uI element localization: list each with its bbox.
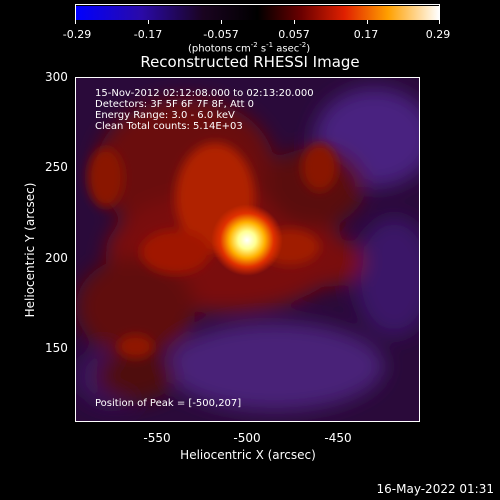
datestamp: 16-May-2022 01:31 xyxy=(376,482,494,496)
colorbar-tick-label: 0.29 xyxy=(425,28,451,41)
colorbar xyxy=(75,4,440,20)
energy-range-label: Energy Range: 3.0 - 6.0 keV xyxy=(95,110,235,121)
y-tick-label: 150 xyxy=(45,341,68,355)
y-tick-label: 300 xyxy=(45,70,68,84)
x-tick-label: -550 xyxy=(143,431,171,445)
image-plot-area: 15-Nov-2012 02:12:08.000 to 02:13:20.000… xyxy=(75,77,420,422)
colorbar-units: (photons cm-2 s-1 asec-2) xyxy=(188,41,311,55)
y-axis-label: Heliocentric Y (arcsec) xyxy=(23,182,37,318)
time-range-label: 15-Nov-2012 02:12:08.000 to 02:13:20.000 xyxy=(95,88,314,99)
detectors-label: Detectors: 3F 5F 6F 7F 8F, Att 0 xyxy=(95,99,255,110)
x-tick-label: -500 xyxy=(233,431,261,445)
x-axis-label: Heliocentric X (arcsec) xyxy=(180,448,316,462)
colorbar-tick-label: 0.057 xyxy=(278,28,310,41)
colorbar-tick-label: -0.057 xyxy=(203,28,239,41)
colorbar-tick-label: 0.17 xyxy=(353,28,379,41)
solar-image xyxy=(76,78,419,421)
y-tick-label: 200 xyxy=(45,251,68,265)
x-tick-label: -450 xyxy=(324,431,352,445)
colorbar-tick-label: -0.29 xyxy=(62,28,92,41)
peak-position-label: Position of Peak = [-500,207] xyxy=(95,398,242,409)
colorbar-tick-label: -0.17 xyxy=(133,28,163,41)
y-tick-label: 250 xyxy=(45,160,68,174)
algorithm-counts-label: Clean Total counts: 5.14E+03 xyxy=(95,121,243,132)
plot-title: Reconstructed RHESSI Image xyxy=(140,53,360,71)
